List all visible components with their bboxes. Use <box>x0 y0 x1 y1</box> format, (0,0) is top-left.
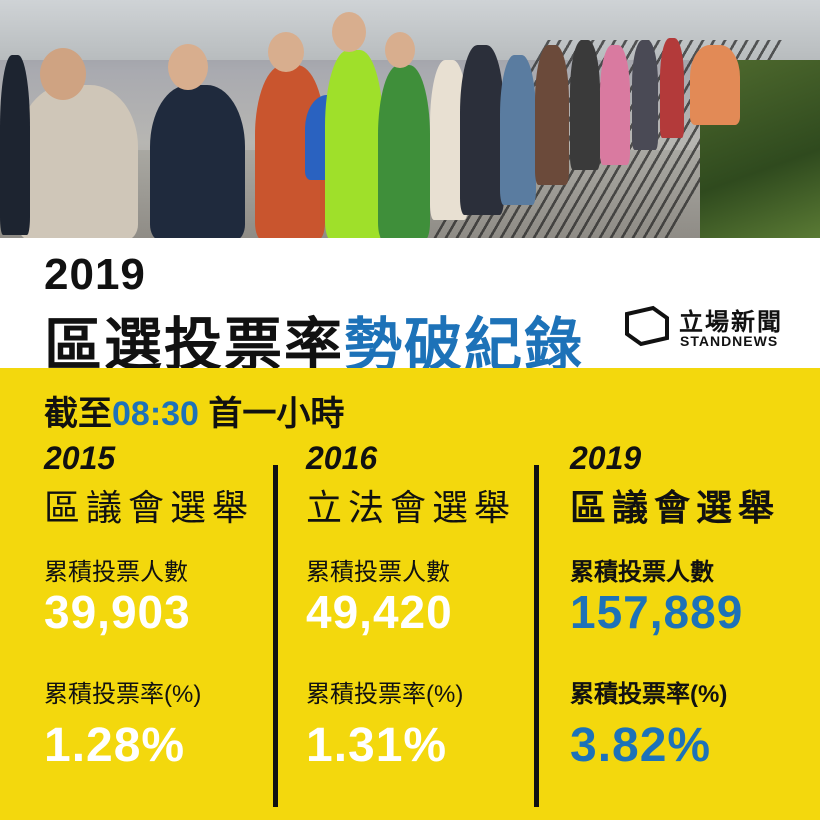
turnout-label: 累積投票率(%) <box>306 681 464 708</box>
voter-count-label: 累積投票人數 <box>570 559 714 586</box>
photo-person-head <box>268 32 304 72</box>
voter-count: 157,889 <box>570 586 744 638</box>
photo-person <box>18 85 138 238</box>
column-divider <box>273 465 278 807</box>
photo-person <box>378 65 430 238</box>
column-year: 2016 <box>306 440 378 476</box>
photo-person <box>325 50 383 238</box>
headline-highlight: 勢破紀錄 <box>344 313 585 378</box>
as-of-time: 08:30 <box>112 395 199 433</box>
as-of-prefix: 截至 <box>44 395 112 433</box>
voter-count-label: 累積投票人數 <box>44 559 188 586</box>
column-year: 2019 <box>570 440 642 476</box>
headline-main: 區選投票率 <box>44 313 345 378</box>
column-2015: 2015 區議會選舉 累積投票人數 39,903 累積投票率(%) 1.28% <box>44 440 255 772</box>
column-election: 立法會選舉 <box>306 487 517 528</box>
column-year: 2015 <box>44 440 116 476</box>
photo-person-head <box>332 12 366 52</box>
voter-count-label: 累積投票人數 <box>306 559 450 586</box>
column-election: 區議會選舉 <box>44 487 255 528</box>
voter-count: 49,420 <box>306 586 453 638</box>
column-divider <box>534 465 539 807</box>
logo-name-chinese: 立場新聞 <box>679 309 783 336</box>
photo-person <box>460 45 504 215</box>
queue-photo <box>0 0 820 238</box>
as-of-suffix: 首一小時 <box>208 395 345 433</box>
photo-person <box>660 38 684 138</box>
photo-person-head <box>40 48 86 100</box>
turnout-label: 累積投票率(%) <box>570 681 728 708</box>
photo-person <box>600 45 630 165</box>
voter-count: 39,903 <box>44 586 191 638</box>
turnout-rate: 1.28% <box>44 719 186 772</box>
photo-person <box>570 40 600 170</box>
photo-person-head <box>168 44 208 90</box>
headline-year: 2019 <box>44 250 146 299</box>
headline: 區選投票率勢破紀錄 <box>44 298 584 382</box>
photo-person <box>690 45 740 125</box>
as-of-line: 截至08:30 首一小時 <box>44 386 344 435</box>
column-2016: 2016 立法會選舉 累積投票人數 49,420 累積投票率(%) 1.31% <box>306 440 517 772</box>
turnout-label: 累積投票率(%) <box>44 681 202 708</box>
stats-panel <box>0 368 820 820</box>
photo-person <box>0 55 30 235</box>
column-2019: 2019 區議會選舉 累積投票人數 157,889 累積投票率(%) 3.82% <box>570 440 781 772</box>
photo-person <box>535 45 569 185</box>
logo-name-english: STANDNEWS <box>680 333 779 349</box>
standnews-logo: 立場新聞 STANDNEWS <box>623 298 803 358</box>
title-band <box>0 238 820 368</box>
photo-person <box>500 55 536 205</box>
photo-person <box>150 85 245 238</box>
turnout-rate: 3.82% <box>570 719 712 772</box>
column-election: 區議會選舉 <box>570 487 781 528</box>
photo-person <box>632 40 658 150</box>
turnout-rate: 1.31% <box>306 719 448 772</box>
photo-person-head <box>385 32 415 68</box>
standnews-logo-icon <box>625 305 669 347</box>
